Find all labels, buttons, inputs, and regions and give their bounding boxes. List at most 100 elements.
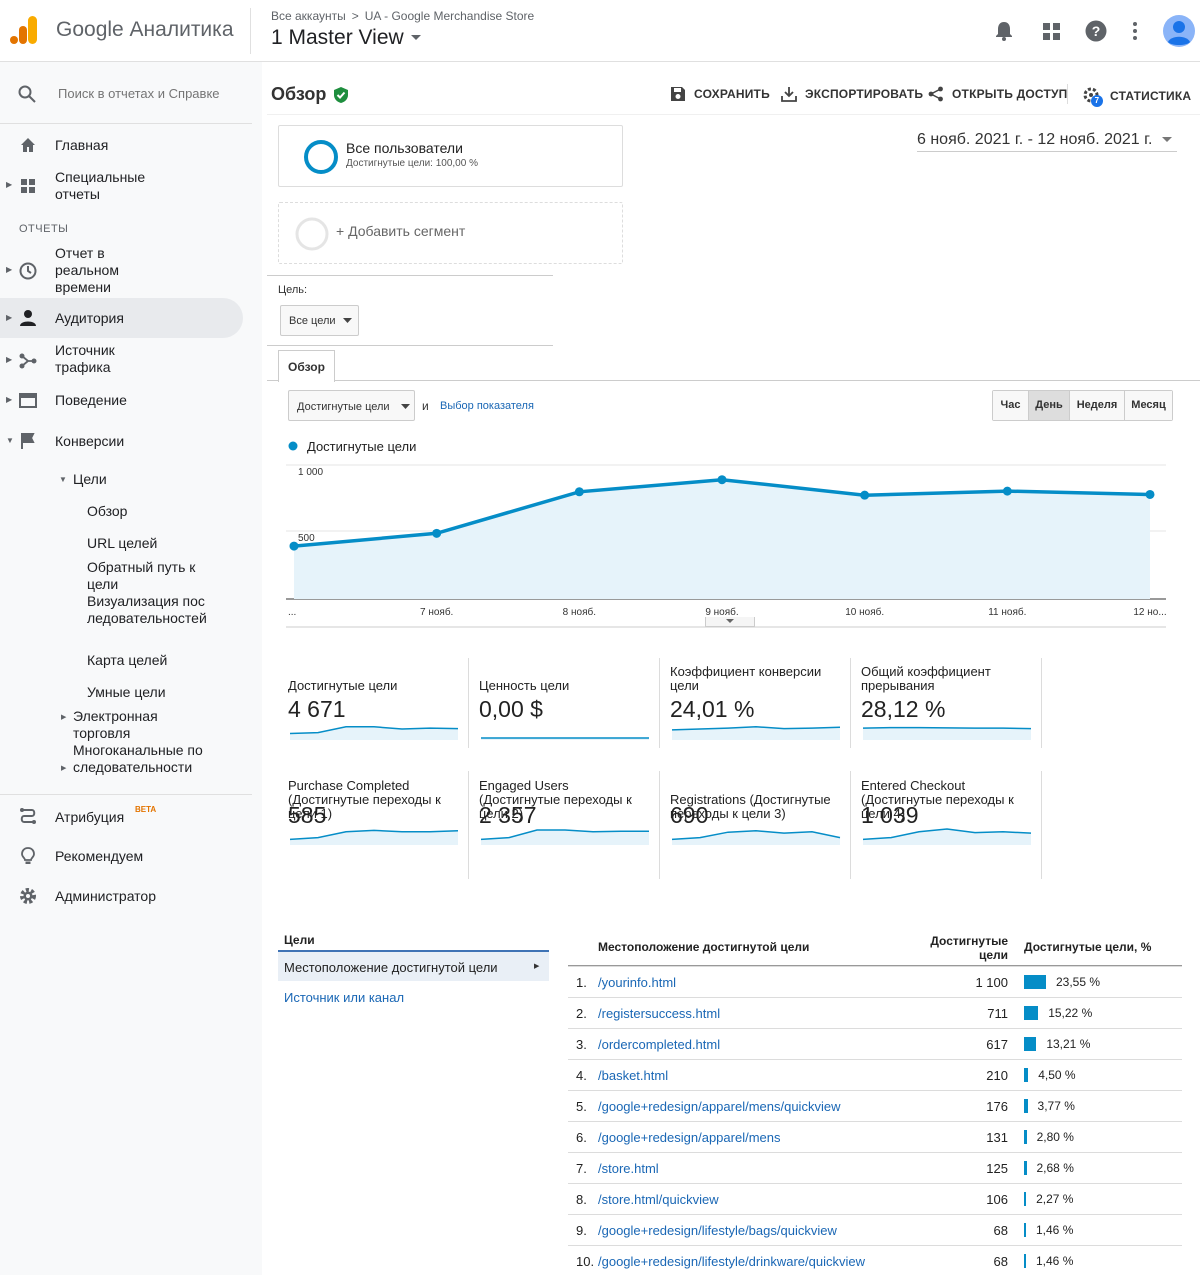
date-range-picker[interactable]: 6 нояб. 2021 г. - 12 нояб. 2021 г.: [917, 128, 1177, 152]
goal-location-link[interactable]: /google+redesign/lifestyle/drinkware/qui…: [598, 1254, 866, 1269]
sidebar-item-goals[interactable]: Цели: [73, 471, 107, 487]
sidebar-item-multichannel[interactable]: Многоканальные последовательности: [73, 742, 203, 775]
caret-right-icon: ▶: [534, 963, 540, 970]
pct-value: 15,22 %: [1048, 1006, 1093, 1020]
sidebar-item-behavior[interactable]: ▶ Поведение: [0, 388, 243, 412]
col-header-completions[interactable]: Достигнутые цели: [930, 934, 1008, 962]
bell-icon[interactable]: [994, 20, 1014, 42]
metric-card[interactable]: Достигнутые цели 4 671: [288, 660, 459, 768]
dimension-selected[interactable]: Местоположение достигнутой цели ▶: [278, 950, 549, 981]
goal-location-link[interactable]: /store.html/quickview: [598, 1192, 719, 1207]
sidebar-item-audience[interactable]: ▶ Аудитория: [0, 298, 243, 338]
sidebar-item-custom-reports[interactable]: ▶ Специальные отчеты: [0, 168, 243, 204]
sidebar-item-goal-map[interactable]: Карта целей: [87, 652, 168, 668]
sidebar-item-home[interactable]: Главная: [0, 132, 243, 158]
goal-filter-label: Цель:: [278, 284, 308, 296]
and-label: и: [422, 399, 429, 413]
more-vert-icon[interactable]: [1131, 21, 1139, 41]
view-selector[interactable]: 1 Master View: [271, 26, 422, 50]
sidebar-item-goal-urls[interactable]: URL целей: [87, 535, 158, 551]
goal-location-link[interactable]: /google+redesign/apparel/mens/quickview: [598, 1099, 841, 1114]
sidebar-item-realtime[interactable]: ▶ Отчет в реальном времени: [0, 244, 243, 298]
metric-card[interactable]: Ценность цели 0,00 $: [479, 660, 649, 768]
sidebar-item-ecommerce[interactable]: Электронная торговля: [73, 708, 158, 741]
col-header-location[interactable]: Местоположение достигнутой цели: [598, 940, 810, 954]
dimension-source-link[interactable]: Источник или канал: [284, 990, 405, 1005]
product-name[interactable]: Google Аналитика: [56, 18, 234, 41]
sidebar-item-reverse-goal-path[interactable]: Обратный путь к цели: [87, 559, 196, 592]
goal-location-link[interactable]: /basket.html: [598, 1068, 669, 1083]
granularity-hour-button[interactable]: Час: [993, 391, 1028, 420]
search-input[interactable]: [58, 83, 228, 103]
metric-select[interactable]: Достигнутые цели: [288, 390, 415, 421]
pct-value: 13,21 %: [1046, 1037, 1091, 1051]
toolbar-divider: [267, 114, 1200, 115]
share-button[interactable]: ОТКРЫТЬ ДОСТУП: [928, 86, 1068, 102]
metric-card[interactable]: Коэффициент конверсии цели 24,01 %: [670, 660, 841, 768]
data-point[interactable]: [1002, 486, 1012, 496]
granularity-month-button[interactable]: Месяц: [1124, 391, 1172, 420]
metric-sparkline: [672, 830, 841, 845]
sidebar-item-smart-goals[interactable]: Умные цели: [87, 684, 166, 700]
goal-location-link[interactable]: /registersuccess.html: [598, 1006, 721, 1021]
export-icon: [781, 87, 797, 102]
metric-separator: [1041, 658, 1042, 748]
metric-separator: [850, 658, 851, 748]
sidebar-item-acquisition[interactable]: ▶ Источник трафика: [0, 342, 243, 378]
account-breadcrumb[interactable]: Все аккаунты > UA - Google Merchandise S…: [271, 9, 534, 23]
share-label: ОТКРЫТЬ ДОСТУП: [952, 87, 1068, 101]
sidebar-search[interactable]: [0, 62, 262, 124]
page-header: Обзор: [271, 84, 349, 105]
sidebar-item-attribution[interactable]: Атрибуция BETA: [0, 804, 243, 828]
metric-card[interactable]: Registrations (Достигнутые переходы к це…: [670, 773, 841, 881]
metric-card[interactable]: Purchase Completed (Достигнутые переходы…: [288, 773, 459, 881]
help-icon[interactable]: ?: [1085, 20, 1107, 42]
sidebar-item-conversions[interactable]: ▼ Конверсии: [0, 429, 243, 453]
completions-value: 617: [986, 1037, 1008, 1052]
data-point[interactable]: [289, 541, 299, 551]
goal-select[interactable]: Все цели: [280, 305, 359, 336]
metric-separator: [468, 658, 469, 748]
avatar-icon[interactable]: [1163, 15, 1195, 47]
data-point[interactable]: [860, 490, 870, 500]
data-point[interactable]: [717, 475, 727, 485]
analytics-logo-icon[interactable]: [10, 14, 38, 46]
goal-location-link[interactable]: /google+redesign/lifestyle/bags/quickvie…: [598, 1223, 837, 1238]
pct-bar: [1024, 1099, 1028, 1113]
goal-location-link[interactable]: /google+redesign/apparel/mens: [598, 1130, 781, 1145]
data-point[interactable]: [1145, 489, 1155, 499]
add-segment-button[interactable]: + Добавить сегмент: [278, 202, 623, 264]
date-range-label: 6 нояб. 2021 г. - 12 нояб. 2021 г.: [917, 130, 1153, 148]
data-point[interactable]: [432, 528, 442, 538]
lightbulb-icon: [21, 847, 35, 864]
sidebar-item-label: Источник трафика: [55, 342, 115, 375]
insights-button[interactable]: 7 СТАТИСТИКА: [1082, 86, 1191, 107]
granularity-week-button[interactable]: Неделя: [1069, 391, 1124, 420]
caret-right-icon: ▶: [6, 395, 13, 404]
breadcrumb-property: UA - Google Merchandise Store: [364, 9, 535, 23]
metric-card[interactable]: Entered Checkout (Достигнутые переходы к…: [861, 773, 1032, 881]
goal-location-link[interactable]: /ordercompleted.html: [598, 1037, 721, 1052]
tab-overview[interactable]: Обзор: [278, 350, 335, 382]
segment-all-users[interactable]: Все пользователи Достигнутые цели: 100,0…: [278, 125, 623, 187]
apps-grid-icon[interactable]: [1043, 23, 1060, 40]
sidebar-item-goals-overview[interactable]: Обзор: [87, 503, 128, 519]
goal-location-link[interactable]: /yourinfo.html: [598, 975, 677, 990]
chart-collapse-handle[interactable]: [705, 617, 755, 627]
save-button[interactable]: СОХРАНИТЬ: [670, 86, 770, 102]
metric-card[interactable]: Engaged Users (Достигнутые переходы к це…: [479, 773, 649, 881]
goal-location-link[interactable]: /store.html: [598, 1161, 659, 1176]
sidebar-item-funnel[interactable]: Визуализация последовательностей: [87, 593, 207, 626]
granularity-day-button[interactable]: День: [1028, 391, 1069, 420]
metric-card[interactable]: Общий коэффициент прерывания 28,12 %: [861, 660, 1032, 768]
sidebar-item-admin[interactable]: Администратор: [0, 884, 243, 908]
sidebar-item-discover[interactable]: Рекомендуем: [0, 844, 243, 868]
caret-right-icon: ▶: [6, 265, 13, 274]
breadcrumb-separator: >: [351, 9, 359, 23]
col-header-pct[interactable]: Достигнутые цели, %: [1024, 940, 1152, 954]
granularity-toggle: Час День Неделя Месяц: [992, 390, 1173, 421]
select-metric-link[interactable]: Выбор показателя: [440, 400, 534, 412]
pct-bar: [1024, 1161, 1027, 1175]
export-button[interactable]: ЭКСПОРТИРОВАТЬ: [781, 86, 923, 102]
data-point[interactable]: [574, 487, 584, 497]
